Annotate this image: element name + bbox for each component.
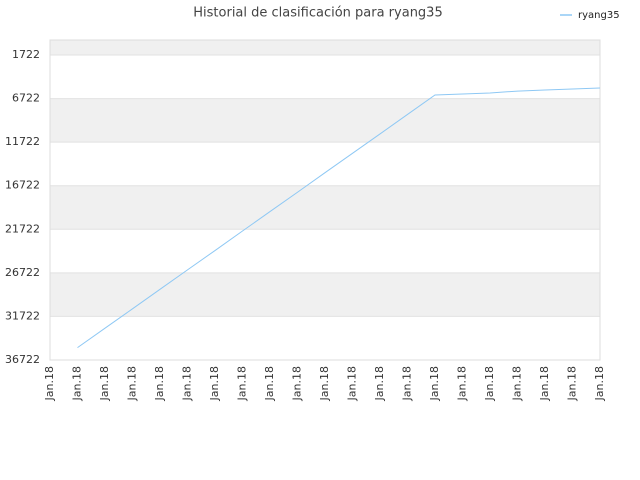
y-tick-label: 6722 [12, 92, 40, 105]
y-tick-label: 31722 [5, 309, 40, 322]
plot-band [50, 185, 600, 230]
x-tick-label: Jan.18 [263, 366, 276, 401]
y-tick-label: 16722 [5, 179, 40, 192]
x-tick-label: Jan.18 [456, 366, 469, 401]
x-tick-label: Jan.18 [291, 366, 304, 401]
legend-label: ryang35 [578, 10, 620, 21]
y-tick-label: 36722 [5, 353, 40, 366]
y-tick-label: 1722 [12, 48, 40, 61]
plot-band [50, 316, 600, 360]
x-tick-label: Jan.18 [318, 366, 331, 401]
plot-band [50, 98, 600, 143]
x-tick-label: Jan.18 [208, 366, 221, 401]
x-tick-label: Jan.18 [593, 366, 606, 401]
plot-band [50, 55, 600, 99]
x-tick-label: Jan.18 [346, 366, 359, 401]
plot-band [50, 40, 600, 56]
y-tick-label: 11722 [5, 135, 40, 148]
x-tick-label: Jan.18 [236, 366, 249, 401]
chart-title: Historial de clasificación para ryang35 [193, 6, 442, 21]
x-tick-label: Jan.18 [43, 366, 56, 401]
plot-band [50, 142, 600, 186]
x-tick-label: Jan.18 [71, 366, 84, 401]
x-tick-label: Jan.18 [483, 366, 496, 401]
x-tick-label: Jan.18 [566, 366, 579, 401]
x-tick-label: Jan.18 [373, 366, 386, 401]
plot-band [50, 229, 600, 273]
x-tick-label: Jan.18 [538, 366, 551, 401]
y-tick-label: 26722 [5, 266, 40, 279]
x-tick-label: Jan.18 [181, 366, 194, 401]
y-tick-label: 21722 [5, 222, 40, 235]
x-tick-label: Jan.18 [153, 366, 166, 401]
x-tick-label: Jan.18 [511, 366, 524, 401]
plot-band [50, 272, 600, 317]
x-tick-label: Jan.18 [428, 366, 441, 401]
x-tick-label: Jan.18 [126, 366, 139, 401]
x-tick-label: Jan.18 [401, 366, 414, 401]
line-series [77, 87, 601, 349]
plot-border [49, 39, 601, 361]
x-tick-label: Jan.18 [98, 366, 111, 401]
